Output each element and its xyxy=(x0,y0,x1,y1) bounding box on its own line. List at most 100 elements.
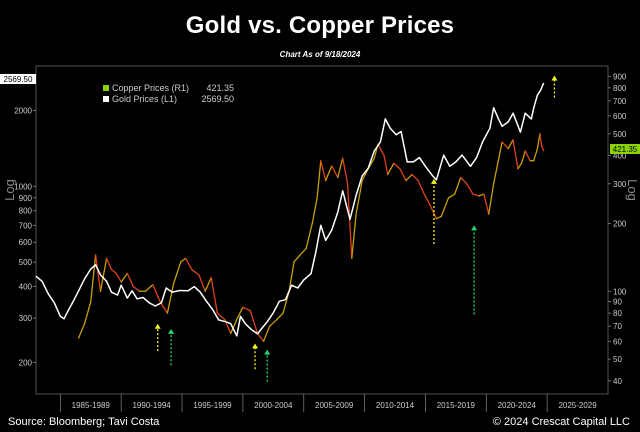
copper-segment xyxy=(478,193,485,197)
legend-gold-label: Gold Prices (L1) xyxy=(112,94,177,104)
copper-segment xyxy=(269,318,278,327)
copper-segment xyxy=(399,168,407,182)
left-tick-label: 600 xyxy=(19,238,33,247)
copper-segment xyxy=(276,312,284,321)
copper-series xyxy=(77,133,545,342)
copper-segment xyxy=(115,272,122,283)
left-tick-label: 2000 xyxy=(14,106,32,115)
right-tick-label: 600 xyxy=(613,112,627,121)
right-tick-label: 200 xyxy=(613,219,627,228)
copper-segment xyxy=(440,197,450,218)
copper-segment xyxy=(435,215,442,220)
copper-segment xyxy=(383,155,389,176)
copper-segment xyxy=(423,193,431,207)
copper-segment xyxy=(393,162,401,170)
copper-segment xyxy=(185,257,193,271)
copper-segment xyxy=(454,176,462,195)
x-tick-label: 2025-2029 xyxy=(558,401,597,410)
x-axis: 1985-1989 1990-1994 1995-1999 2000-2004 2005… xyxy=(59,394,597,412)
right-axis: 900 800 700 600 500 400 300 200 100 90 80 70 60 50 40 xyxy=(608,72,627,386)
copper-segment xyxy=(325,165,333,182)
right-tick-label: 400 xyxy=(613,152,627,161)
arrow-head xyxy=(154,323,161,329)
copper-segment xyxy=(517,162,523,170)
copper-segment xyxy=(180,257,187,263)
copper-segment xyxy=(331,165,339,179)
arrow-head xyxy=(168,328,175,334)
last-gold-tag: 2569.50 xyxy=(0,74,36,84)
copper-segment xyxy=(110,268,117,275)
arrow-head xyxy=(430,178,437,184)
copper-segment xyxy=(472,193,480,197)
copper-segment xyxy=(466,183,474,195)
copper-segment xyxy=(524,150,531,162)
copper-segment xyxy=(520,150,526,164)
right-tick-label: 900 xyxy=(613,72,627,81)
left-tick-label: 500 xyxy=(19,258,33,267)
arrow-head xyxy=(252,343,259,349)
copper-segment xyxy=(342,157,349,185)
copper-segment xyxy=(316,160,322,199)
copper-segment xyxy=(198,274,206,292)
copper-segment xyxy=(507,139,514,150)
copper-segment xyxy=(77,322,86,339)
gold-series xyxy=(35,82,545,337)
copper-segment xyxy=(539,133,543,147)
right-tick-label: 80 xyxy=(613,309,622,318)
chart-subtitle: Chart As of 9/18/2024 xyxy=(279,50,361,59)
copper-segment xyxy=(337,157,344,179)
copper-segment xyxy=(152,284,161,303)
gold-line xyxy=(35,82,545,337)
right-tick-label: 90 xyxy=(613,298,622,307)
right-tick-label: 60 xyxy=(613,337,622,346)
copper-segment xyxy=(90,254,97,303)
copper-segment xyxy=(262,325,271,342)
copper-segment xyxy=(460,176,468,185)
copper-segment xyxy=(132,285,141,292)
x-tick-label: 2015-2019 xyxy=(437,401,476,410)
copper-segment xyxy=(236,306,244,321)
copper-segment xyxy=(249,310,259,335)
last-gold-value: 2569.50 xyxy=(4,75,33,84)
copper-segment xyxy=(501,141,509,150)
copper-segment xyxy=(311,197,318,225)
right-tick-label: 800 xyxy=(613,84,627,93)
copper-segment xyxy=(166,283,175,314)
copper-segment xyxy=(417,179,425,195)
legend: Copper Prices (R1) 421.35 Gold Prices (L… xyxy=(100,82,240,106)
right-tick-label: 70 xyxy=(613,322,622,331)
left-tick-label: 900 xyxy=(19,194,33,203)
copper-segment xyxy=(288,261,295,292)
copper-segment xyxy=(351,213,357,260)
copper-segment xyxy=(293,254,301,263)
copper-segment xyxy=(144,284,154,292)
copper-segment xyxy=(483,193,490,215)
legend-copper-label: Copper Prices (R1) xyxy=(112,83,189,93)
right-tick-label: 100 xyxy=(613,287,627,296)
arrow-head xyxy=(264,349,271,355)
left-axis: 2000 1000 900 800 700 600 500 400 300 200 xyxy=(14,106,36,368)
copper-segment xyxy=(172,261,182,285)
x-tick-label: 2020-2024 xyxy=(498,401,537,410)
x-tick-label: 1985-1989 xyxy=(72,401,111,410)
copper-segment xyxy=(126,272,135,288)
legend-gold-value: 2569.50 xyxy=(201,94,234,104)
left-tick-label: 700 xyxy=(19,221,33,230)
x-tick-label: 2000-2004 xyxy=(254,401,293,410)
right-tick-label: 40 xyxy=(613,377,622,386)
left-tick-label: 800 xyxy=(19,207,33,216)
legend-copper-swatch xyxy=(103,85,109,91)
copper-segment xyxy=(512,139,519,170)
x-tick-label: 1995-1999 xyxy=(193,401,232,410)
copper-segment xyxy=(305,222,313,250)
arrow-head xyxy=(471,225,478,231)
copper-segment xyxy=(191,268,200,276)
right-axis-label: Log xyxy=(625,179,640,201)
left-tick-label: 1000 xyxy=(14,182,32,191)
copper-segment xyxy=(99,257,108,292)
copper-segment xyxy=(387,162,395,176)
copper-segment xyxy=(320,160,327,182)
copper-segment xyxy=(536,133,541,150)
right-tick-label: 300 xyxy=(613,180,627,189)
